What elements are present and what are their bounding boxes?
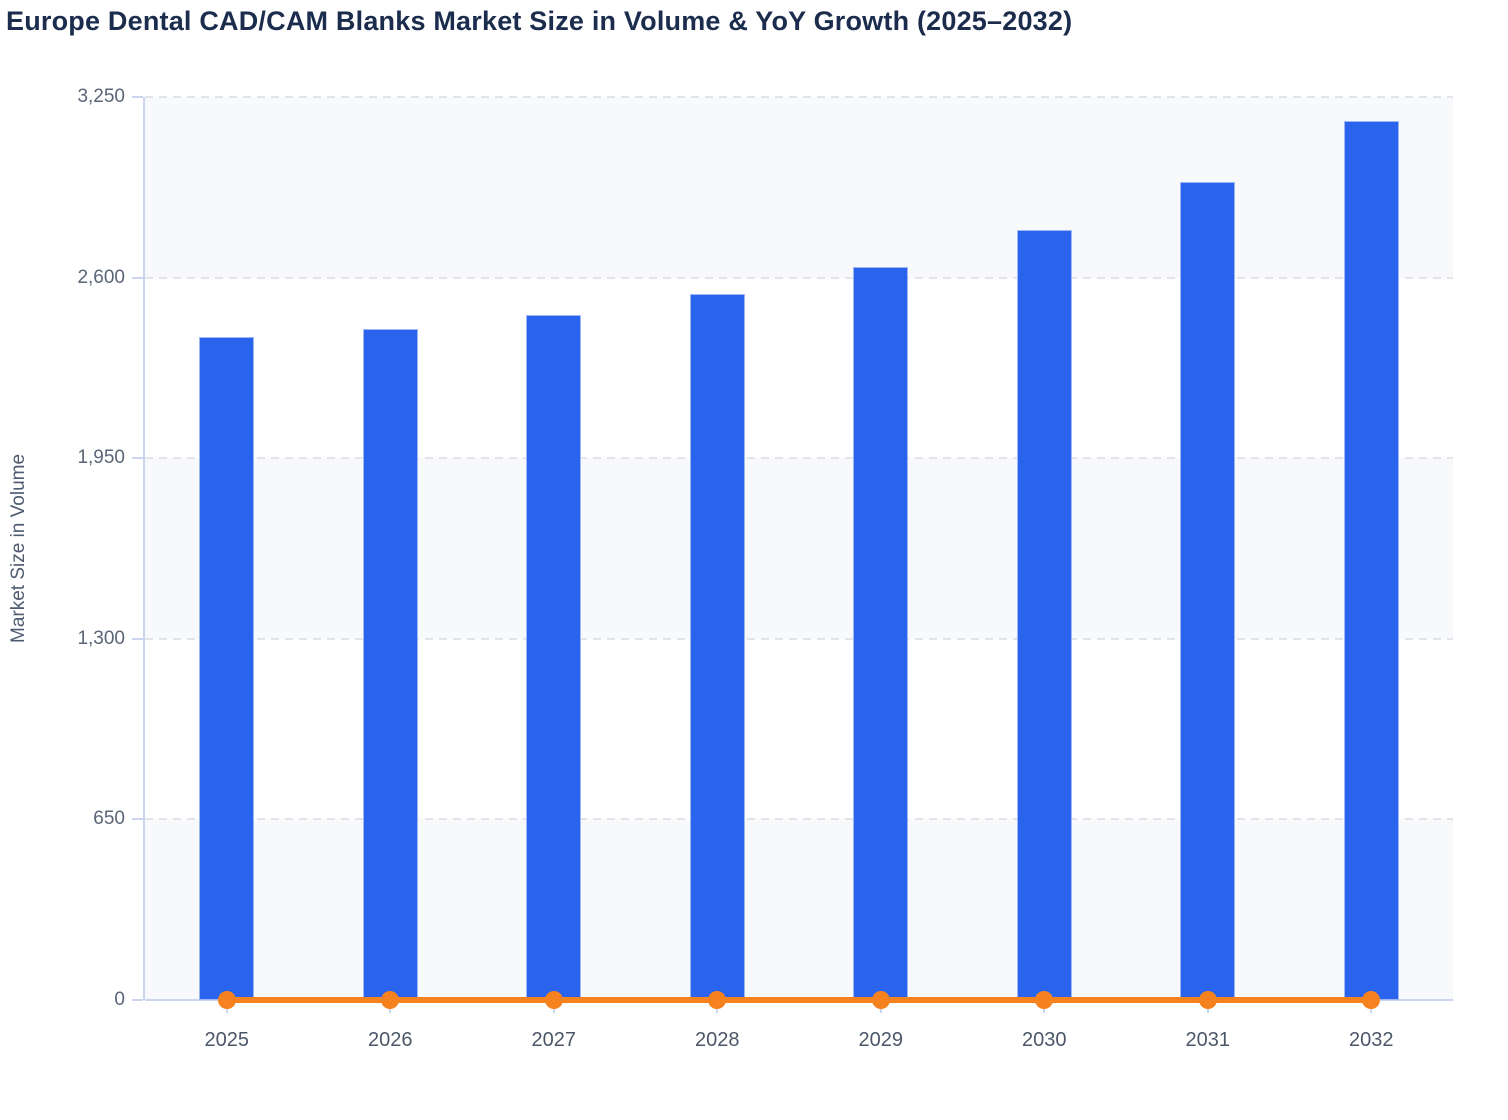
x-tick-label-2031: 2031 xyxy=(1185,1029,1231,1051)
yoy-growth-marker-2031[interactable] xyxy=(1198,991,1217,1009)
x-tick-label-2029: 2029 xyxy=(858,1029,904,1051)
x-tick-label-2032: 2032 xyxy=(1349,1029,1394,1051)
y-axis-title: Market Size in Volume xyxy=(8,453,29,643)
y-gridline xyxy=(145,818,1453,821)
y-gridline xyxy=(145,276,1453,279)
bar-2029[interactable] xyxy=(853,266,909,1000)
x-tick-label-2026: 2026 xyxy=(368,1029,413,1051)
y-axis-tick xyxy=(132,276,143,279)
y-gridline xyxy=(145,96,1453,98)
yoy-growth-line[interactable] xyxy=(226,997,1372,1003)
y-gridline xyxy=(145,457,1453,460)
plot-band xyxy=(145,97,1453,278)
x-tick-label-2025: 2025 xyxy=(204,1029,250,1051)
x-tick-label-2030: 2030 xyxy=(1022,1029,1067,1051)
bar-2031[interactable] xyxy=(1180,181,1236,1000)
y-axis-tick xyxy=(132,457,143,460)
y-tick-label: 0 xyxy=(114,989,125,1010)
bar-2027[interactable] xyxy=(526,315,582,1000)
x-tick-label-2027: 2027 xyxy=(531,1029,577,1051)
y-axis-tick xyxy=(132,818,143,821)
chart-title: Europe Dental CAD/CAM Blanks Market Size… xyxy=(6,6,1073,36)
y-tick-label: 1,950 xyxy=(77,447,125,469)
bar-2030[interactable] xyxy=(1016,230,1072,1000)
x-tick-label-2028: 2028 xyxy=(695,1029,740,1051)
y-tick-label: 1,300 xyxy=(77,627,125,649)
y-tick-label: 2,600 xyxy=(77,266,125,288)
y-tick-label: 650 xyxy=(93,808,125,830)
y-tick-label: 3,250 xyxy=(77,86,125,107)
bar-2028[interactable] xyxy=(689,294,745,1000)
plot-band xyxy=(145,819,1453,1000)
bar-2032[interactable] xyxy=(1343,120,1399,1000)
bar-2025[interactable] xyxy=(199,337,255,1000)
y-axis-tick xyxy=(132,999,143,1001)
yoy-growth-marker-2029[interactable] xyxy=(871,991,890,1009)
yoy-growth-marker-2027[interactable] xyxy=(544,991,563,1009)
y-gridline xyxy=(145,637,1453,640)
y-axis-tick xyxy=(132,96,143,98)
yoy-growth-marker-2025[interactable] xyxy=(217,991,236,1009)
y-axis-tick xyxy=(132,637,143,640)
yoy-growth-marker-2026[interactable] xyxy=(381,991,400,1009)
yoy-growth-marker-2030[interactable] xyxy=(1035,991,1054,1009)
plot-area: 0 650 1,300 1,950 2,600 3,250 2025 2026 2027 2028… xyxy=(77,87,1453,1051)
plot-band xyxy=(145,458,1453,639)
bar-2026[interactable] xyxy=(362,329,418,1000)
yoy-growth-marker-2032[interactable] xyxy=(1362,991,1381,1009)
yoy-growth-marker-2028[interactable] xyxy=(708,991,727,1009)
